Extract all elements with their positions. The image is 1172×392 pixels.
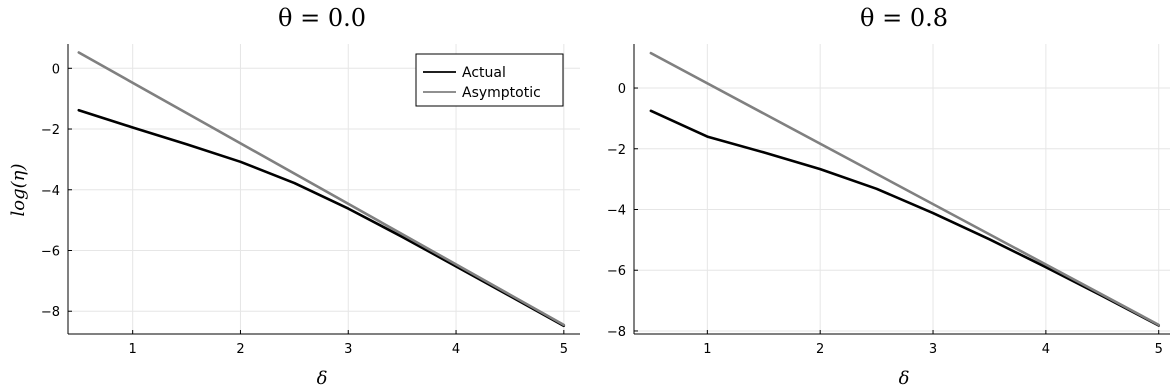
series-line-actual — [77, 108, 566, 328]
x-tick-label: 4 — [452, 342, 460, 357]
ticks: 1 2 3 4 5 0 −2 −4 −6 −8 — [607, 82, 1163, 357]
grid — [634, 44, 1170, 334]
x-axis-label: δ — [899, 368, 910, 389]
legend: Actual Asymptotic — [415, 53, 564, 107]
grid — [68, 44, 580, 334]
y-tick-label: −4 — [41, 184, 60, 199]
chart-panel-left: θ = 0.0 1 2 3 4 5 0 −2 −4 −6 −8 δ log(η) Actual A… — [8, 4, 580, 389]
x-tick-label: 2 — [236, 342, 244, 357]
y-tick-label: −4 — [607, 203, 626, 218]
x-tick-label: 1 — [129, 342, 137, 357]
y-axis-label: log(η) — [8, 164, 29, 217]
x-tick-label: 5 — [1155, 342, 1163, 357]
chart-title: θ = 0.0 — [278, 4, 366, 32]
series-line-asymptotic — [649, 51, 1160, 327]
series-line-actual — [649, 109, 1160, 327]
ticks: 1 2 3 4 5 0 −2 −4 −6 −8 — [41, 62, 568, 357]
y-tick-label: −2 — [41, 123, 60, 138]
x-tick-label: 4 — [1042, 342, 1050, 357]
y-tick-label: −8 — [41, 305, 60, 320]
x-tick-label: 5 — [560, 342, 568, 357]
x-tick-label: 2 — [816, 342, 824, 357]
legend-label-asymptotic: Asymptotic — [462, 85, 541, 101]
legend-box — [415, 53, 564, 107]
y-tick-label: 0 — [52, 62, 60, 77]
chart-title: θ = 0.8 — [860, 4, 948, 32]
series-group — [77, 51, 566, 328]
chart-panel-right: θ = 0.8 1 2 3 4 5 0 −2 −4 −6 −8 δ — [607, 4, 1170, 389]
axes — [67, 44, 580, 335]
series-group — [649, 51, 1160, 327]
y-tick-label: 0 — [618, 82, 626, 97]
x-tick-label: 1 — [703, 342, 711, 357]
x-axis-label: δ — [317, 368, 328, 389]
y-tick-label: −6 — [41, 244, 60, 259]
y-tick-label: −8 — [607, 325, 626, 340]
axes — [633, 44, 1170, 335]
legend-label-actual: Actual — [462, 65, 506, 81]
y-tick-label: −6 — [607, 264, 626, 279]
series-line-asymptotic — [77, 51, 566, 327]
x-tick-label: 3 — [929, 342, 937, 357]
x-tick-label: 3 — [344, 342, 352, 357]
y-tick-label: −2 — [607, 143, 626, 158]
